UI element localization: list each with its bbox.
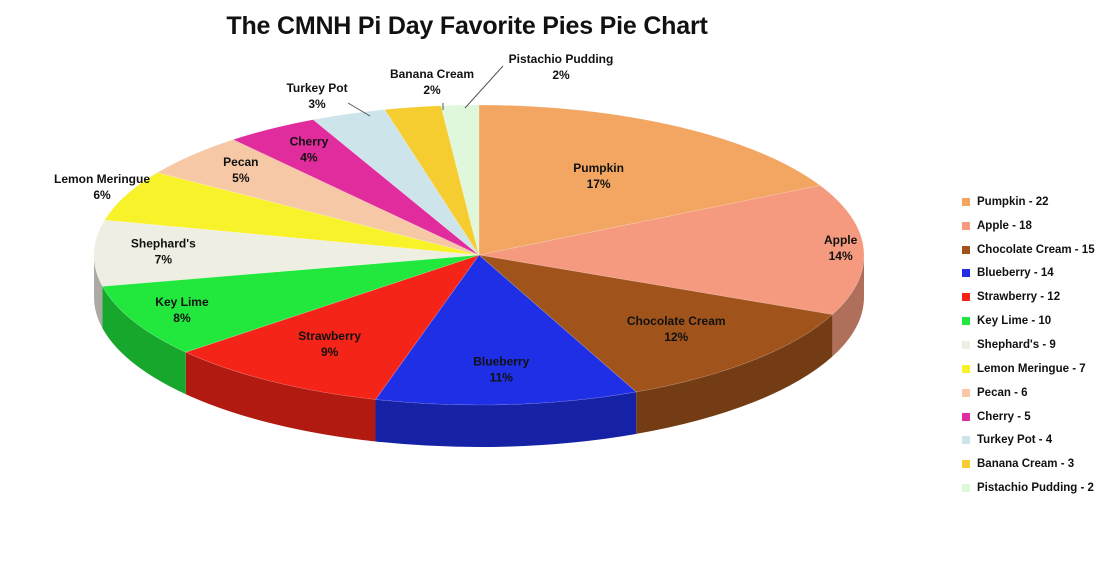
slice-labels: Pumpkin 17% Apple 14% Chocolate Cream 12% Blue…: [54, 52, 858, 385]
legend-swatch-pumpkin: [962, 197, 970, 206]
pie-slice-pumpkin: [478, 104, 821, 256]
slice-percent-turkey-pot: 3%: [308, 97, 326, 111]
pie-slice-key-lime: [101, 254, 480, 353]
slice-label-shephard-s: Shephard's: [131, 236, 196, 250]
legend-label-banana-cream: Banana Cream - 3: [977, 458, 1075, 471]
pie-slice-cherry: [232, 119, 480, 256]
slice-percent-pumpkin: 17%: [587, 177, 611, 191]
slice-percent-key-lime: 8%: [173, 311, 191, 325]
pie-side-walls: [94, 255, 864, 447]
pie-side-strawberry: [185, 352, 376, 442]
slice-label-blueberry: Blueberry: [473, 355, 529, 369]
pie-side-chocolate-cream: [636, 314, 833, 434]
legend-item-strawberry: Strawberry - 12: [962, 285, 1102, 309]
pie-slice-banana-cream: [384, 105, 480, 256]
legend-item-turkey-pot: Turkey Pot - 4: [962, 428, 1102, 452]
slice-percent-apple: 14%: [829, 249, 853, 263]
pie-slice-apple: [478, 185, 865, 315]
chart-title: The CMNH Pi Day Favorite Pies Pie Chart: [226, 12, 708, 40]
legend-item-cherry: Cherry - 5: [962, 405, 1102, 429]
slice-label-chocolate-cream: Chocolate Cream: [627, 314, 726, 328]
slice-label-pumpkin: Pumpkin: [573, 161, 624, 175]
legend-swatch-key-lime: [962, 317, 970, 326]
legend-swatch-shephard-s: [962, 340, 970, 349]
legend-label-key-lime: Key Lime - 10: [977, 315, 1052, 328]
pie-slice-turkey-pot: [312, 109, 480, 256]
slice-percent-banana-cream: 2%: [423, 83, 441, 97]
legend-swatch-pecan: [962, 388, 970, 397]
legend-item-lemon-meringue: Lemon Meringue - 7: [962, 357, 1102, 381]
legend-item-shephard-s: Shephard's - 9: [962, 333, 1102, 357]
legend-label-pistachio-pudding: Pistachio Pudding - 2: [977, 482, 1094, 495]
legend-swatch-lemon-meringue: [962, 364, 970, 373]
pie-slice-blueberry: [374, 254, 637, 406]
pie-side-blueberry: [375, 391, 637, 447]
legend-swatch-turkey-pot: [962, 436, 970, 445]
slice-percent-cherry: 4%: [300, 150, 318, 164]
slice-label-pecan: Pecan: [223, 155, 258, 169]
slice-label-pistachio-pudding: Pistachio Pudding: [509, 52, 614, 66]
legend-label-shephard-s: Shephard's - 9: [977, 338, 1056, 351]
legend-item-pumpkin: Pumpkin - 22: [962, 190, 1102, 214]
slice-percent-lemon-meringue: 6%: [93, 188, 111, 202]
legend-item-pecan: Pecan - 6: [962, 381, 1102, 405]
legend-item-apple: Apple - 18: [962, 214, 1102, 238]
legend-label-chocolate-cream: Chocolate Cream - 15: [977, 243, 1095, 256]
slice-label-turkey-pot: Turkey Pot: [286, 81, 347, 95]
legend-item-banana-cream: Banana Cream - 3: [962, 452, 1102, 476]
pie-side-apple: [832, 255, 864, 357]
legend-swatch-strawberry: [962, 293, 970, 302]
slice-label-lemon-meringue: Lemon Meringue: [54, 172, 150, 186]
pie-slice-pecan: [156, 139, 480, 256]
pie-chart: Pumpkin 17% Apple 14% Chocolate Cream 12% Blue…: [54, 52, 865, 447]
legend-swatch-banana-cream: [962, 460, 970, 469]
slice-percent-pistachio-pudding: 2%: [552, 68, 570, 82]
pie-side-key-lime: [102, 286, 186, 395]
legend-item-blueberry: Blueberry - 14: [962, 262, 1102, 286]
legend-label-pumpkin: Pumpkin - 22: [977, 195, 1049, 208]
slice-label-key-lime: Key Lime: [155, 295, 209, 309]
legend-swatch-blueberry: [962, 269, 970, 278]
pie-side-shephard-s: [94, 255, 103, 329]
pie-slice-pistachio-pudding: [440, 104, 480, 256]
slice-percent-pecan: 5%: [232, 171, 250, 185]
legend-swatch-pistachio-pudding: [962, 484, 970, 493]
legend-label-apple: Apple - 18: [977, 219, 1032, 232]
legend-swatch-chocolate-cream: [962, 245, 970, 254]
legend-label-pecan: Pecan - 6: [977, 386, 1028, 399]
legend-label-turkey-pot: Turkey Pot - 4: [977, 434, 1053, 447]
legend-label-blueberry: Blueberry - 14: [977, 267, 1054, 280]
slice-percent-chocolate-cream: 12%: [664, 330, 688, 344]
pie-slices: [93, 104, 865, 406]
legend-item-key-lime: Key Lime - 10: [962, 309, 1102, 333]
leader-line-pistachio-pudding: [464, 65, 504, 109]
pie-slice-chocolate-cream: [478, 254, 834, 393]
legend-item-chocolate-cream: Chocolate Cream - 15: [962, 238, 1102, 262]
slice-percent-shephard-s: 7%: [155, 252, 173, 266]
legend-item-pistachio-pudding: Pistachio Pudding - 2: [962, 476, 1102, 500]
legend-swatch-apple: [962, 221, 970, 230]
legend-label-strawberry: Strawberry - 12: [977, 291, 1061, 304]
pie-slice-shephard-s: [93, 219, 480, 287]
slice-label-apple: Apple: [824, 233, 858, 247]
slice-label-strawberry: Strawberry: [298, 329, 361, 343]
slice-percent-blueberry: 11%: [490, 371, 514, 385]
legend-label-cherry: Cherry - 5: [977, 410, 1031, 423]
slice-label-banana-cream: Banana Cream: [390, 67, 474, 81]
legend-label-lemon-meringue: Lemon Meringue - 7: [977, 362, 1086, 375]
slice-percent-strawberry: 9%: [321, 345, 339, 359]
chart-legend: Pumpkin - 22 Apple - 18 Chocolate Cream - …: [962, 190, 1102, 500]
legend-swatch-cherry: [962, 412, 970, 421]
slice-label-cherry: Cherry: [290, 134, 329, 148]
pie-slice-lemon-meringue: [104, 172, 480, 256]
pie-slice-strawberry: [184, 254, 480, 400]
leader-line-turkey-pot: [347, 102, 371, 117]
